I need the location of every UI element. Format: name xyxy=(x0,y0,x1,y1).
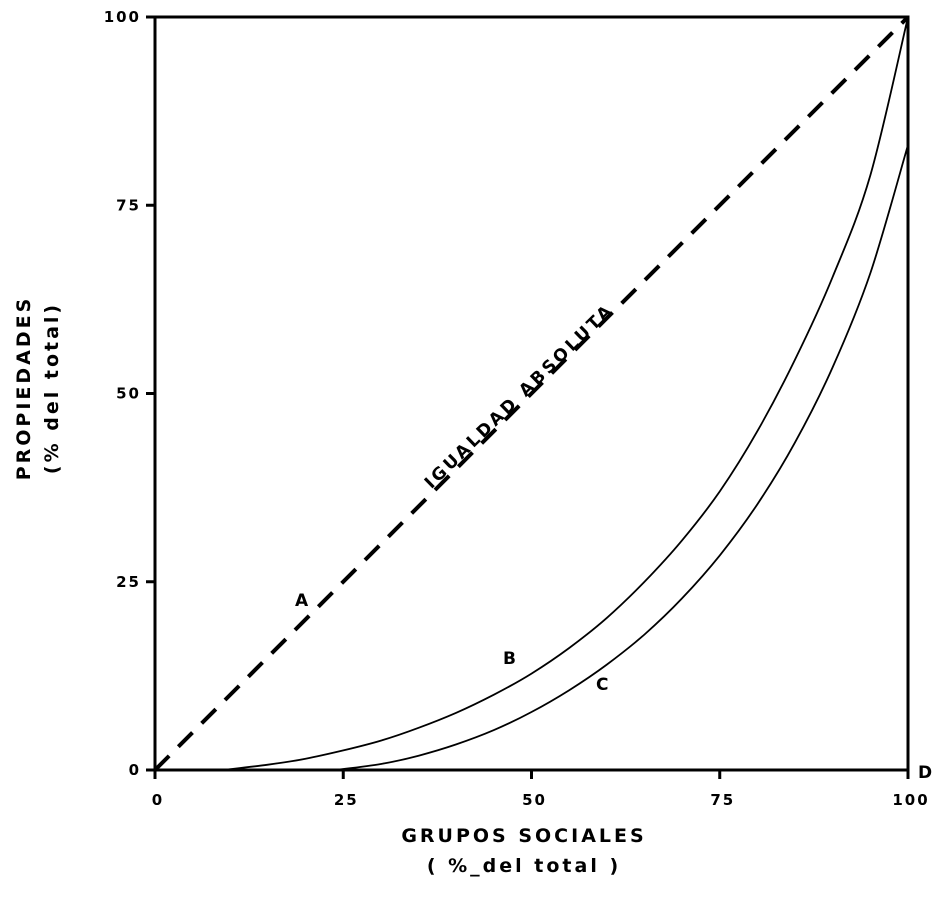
curve-label-b: B xyxy=(503,649,516,669)
y-tick-label: 75 xyxy=(116,196,141,214)
series-line-a xyxy=(153,15,910,772)
x-tick-label: 100 xyxy=(892,791,929,809)
x-tick-label: 25 xyxy=(334,791,359,809)
x-axis-title: GRUPOS SOCIALES xyxy=(401,825,646,847)
x-axis-subtitle: ( %_del total ) xyxy=(427,855,621,877)
y-axis-ticks: 0 25 50 75 100 xyxy=(104,8,155,779)
y-tick-label: 0 xyxy=(129,761,141,779)
x-tick-label: 0 xyxy=(152,791,164,809)
x-tick-label: 75 xyxy=(710,791,735,809)
series-group xyxy=(153,15,910,772)
series-line-c xyxy=(335,144,909,771)
equality-annotation: IGUALDAD ABSOLUTA xyxy=(421,300,618,493)
curve-label-a: A xyxy=(295,591,309,611)
y-tick-label: 25 xyxy=(116,573,141,591)
y-tick-label: 100 xyxy=(104,8,141,26)
curve-label-c: C xyxy=(596,675,608,695)
series-line-b xyxy=(222,16,909,771)
x-axis-ticks: 0 25 50 75 100 xyxy=(152,770,929,809)
corner-label-d: D xyxy=(918,763,932,783)
y-tick-label: 50 xyxy=(116,385,141,403)
y-axis-title: PROPIEDADES xyxy=(13,296,35,481)
x-tick-label: 50 xyxy=(522,791,547,809)
y-axis-subtitle: (% del total) xyxy=(41,302,63,474)
